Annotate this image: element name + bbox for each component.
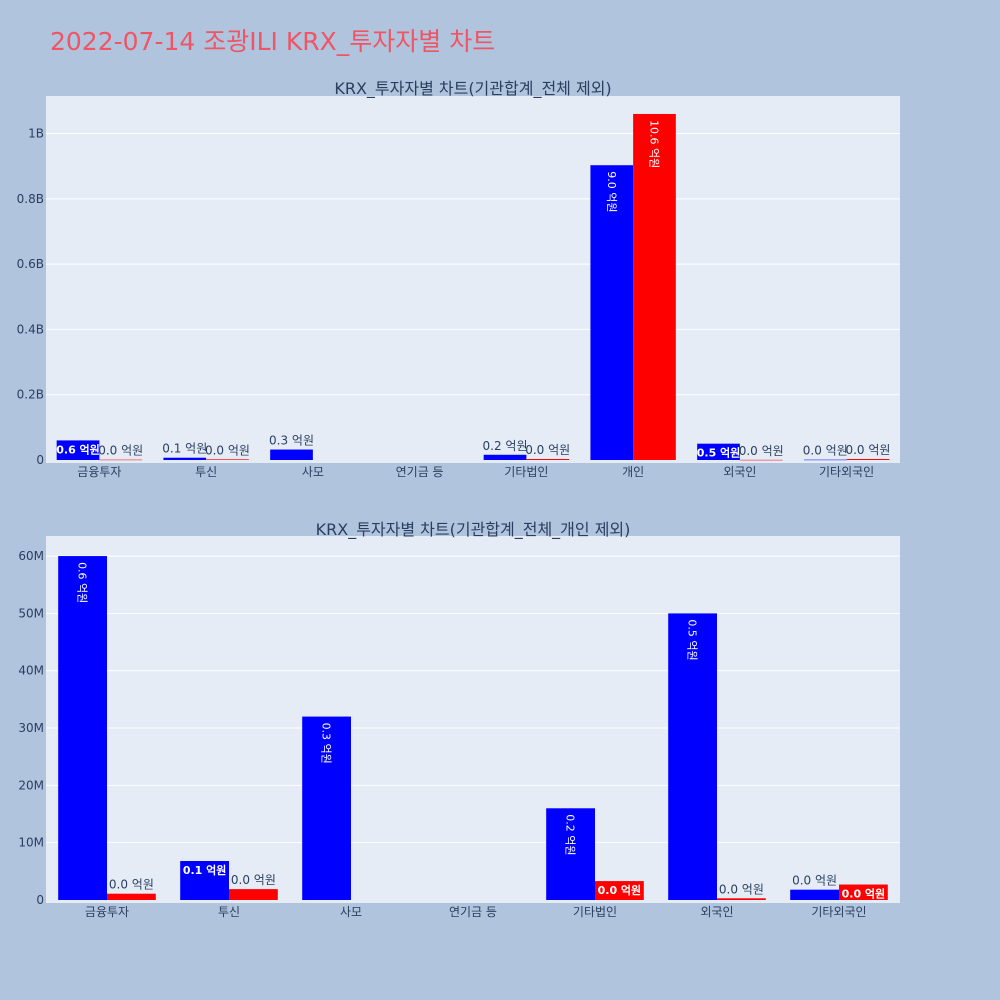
data-label: 0.0 억원 [792,874,837,888]
x-tick-label: 개인 [622,465,644,479]
bar-red [717,898,766,900]
y-tick-label: 0.2B [17,388,44,402]
x-tick-label: 연기금 등 [396,465,444,479]
y-tick-label: 0.4B [17,322,44,336]
bar-blue [180,861,229,900]
y-tick-label: 0 [36,453,44,467]
bar-blue [302,716,351,900]
data-label: 0.1 억원 [183,863,227,877]
x-tick-label: 사모 [302,465,324,479]
x-tick-label: 금융투자 [77,465,121,479]
y-tick-label: 20M [18,778,44,792]
chart-title: KRX_투자자별 차트(기관합계_전체_개인 제외) [316,520,631,540]
bar-red [595,881,644,900]
data-label: 0.0 억원 [845,443,890,457]
x-tick-label: 기타법인 [573,905,617,919]
data-label: 0.1 억원 [162,442,207,456]
plot-area [46,96,900,463]
data-label: 0.0 억원 [231,873,276,887]
data-label: 0.0 억원 [842,887,886,901]
data-label: 0.5 억원 [686,619,699,660]
x-tick-label: 기타외국인 [819,465,874,479]
bar-red [229,889,278,900]
bar-blue [803,459,847,461]
data-label: 0.0 억원 [803,444,848,458]
data-label: 0.3 억원 [269,434,314,448]
data-label: 0.0 억원 [109,878,154,892]
x-tick-label: 기타외국인 [811,905,866,919]
x-tick-label: 외국인 [700,905,733,919]
x-tick-label: 금융투자 [85,905,129,919]
y-tick-label: 0.8B [17,192,44,206]
bar-blue [697,443,740,460]
bar-blue [163,457,207,460]
bar-red [206,459,249,460]
x-tick-label: 투신 [195,465,217,479]
x-tick-label: 사모 [340,905,362,919]
x-tick-label: 연기금 등 [449,905,497,919]
bar-blue [270,449,313,460]
y-tick-label: 30M [18,721,44,735]
plot-area [46,536,900,903]
x-tick-label: 기타법인 [504,465,548,479]
data-label: 0.2 억원 [483,439,528,453]
data-label: 0.6 억원 [76,562,89,603]
data-label: 0.2 억원 [564,814,577,855]
y-tick-label: 1B [28,127,44,141]
data-label: 10.6 억원 [647,120,660,168]
data-label: 0.0 억원 [205,443,250,457]
data-label: 0.5 억원 [697,446,741,460]
y-tick-label: 40M [18,664,44,678]
bar-blue [790,889,839,900]
bar-red [526,459,570,460]
bar-blue [56,440,100,460]
data-label: 0.0 억원 [739,444,784,458]
bar-blue [546,808,595,900]
data-label: 0.0 억원 [98,444,143,458]
chart-title: KRX_투자자별 차트(기관합계_전체 제외) [334,79,611,99]
data-label: 9.0 억원 [605,171,618,212]
data-label: 0.0 억원 [719,882,764,896]
bar-red [107,893,156,900]
bar-red [99,459,143,461]
y-tick-label: 0 [36,893,44,907]
bar-red [633,113,676,461]
data-label: 0.0 억원 [525,443,570,457]
bar-red [839,884,888,900]
data-label: 0.0 억원 [598,883,642,897]
bar-blue [668,613,717,900]
x-tick-label: 투신 [218,905,240,919]
x-tick-label: 외국인 [723,465,756,479]
bar-blue [483,454,527,460]
y-tick-label: 60M [18,549,44,563]
data-label: 0.6 억원 [56,442,100,456]
page-title: 2022-07-14 조광ILI KRX_투자자별 차트 [50,27,496,56]
bar-blue [590,165,634,460]
y-tick-label: 50M [18,606,44,620]
y-tick-label: 10M [18,836,44,850]
y-tick-label: 0.6B [17,257,44,271]
bar-blue [58,556,107,900]
data-label: 0.3 억원 [320,723,333,764]
bar-red [739,459,783,461]
bar-red [846,459,890,460]
